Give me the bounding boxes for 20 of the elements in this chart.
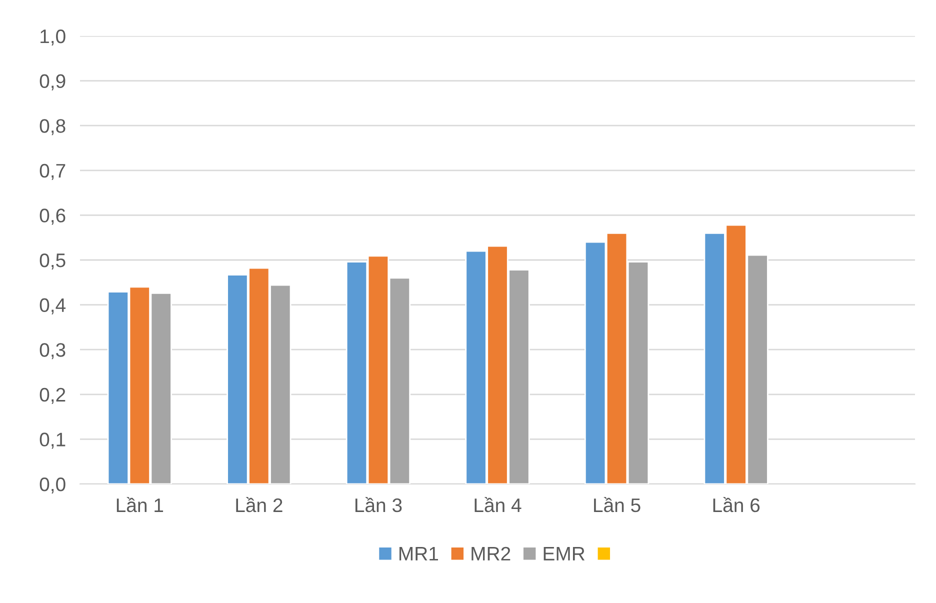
- legend-label: MR2: [472, 546, 510, 560]
- y-tick-label: 0,4: [40, 298, 66, 314]
- x-tick-label: Lần 6: [713, 497, 760, 512]
- y-tick-label: 0,7: [40, 164, 66, 180]
- y-tick-label: 0,1: [40, 432, 66, 449]
- y-tick-label: 0,9: [40, 74, 66, 90]
- x-tick-label: Lần 1: [116, 497, 164, 512]
- y-tick-label: 0,6: [40, 208, 66, 225]
- y-tick-label: 1,0: [40, 29, 66, 46]
- y-tick-label: 0,8: [40, 119, 66, 136]
- legend-label: EMR: [544, 547, 585, 560]
- y-tick-label: 0,2: [40, 388, 66, 404]
- y-tick-label: 0,3: [40, 343, 66, 360]
- x-tick-label: Lần 3: [355, 497, 402, 512]
- x-tick-label: Lần 4: [474, 497, 522, 512]
- x-tick-label: Lần 2: [236, 497, 282, 512]
- y-tick-label: 0,5: [40, 253, 66, 270]
- y-tick-label: 0,0: [40, 477, 66, 494]
- x-tick-label: Lần 5: [594, 497, 640, 512]
- legend-label: MR1: [399, 547, 438, 560]
